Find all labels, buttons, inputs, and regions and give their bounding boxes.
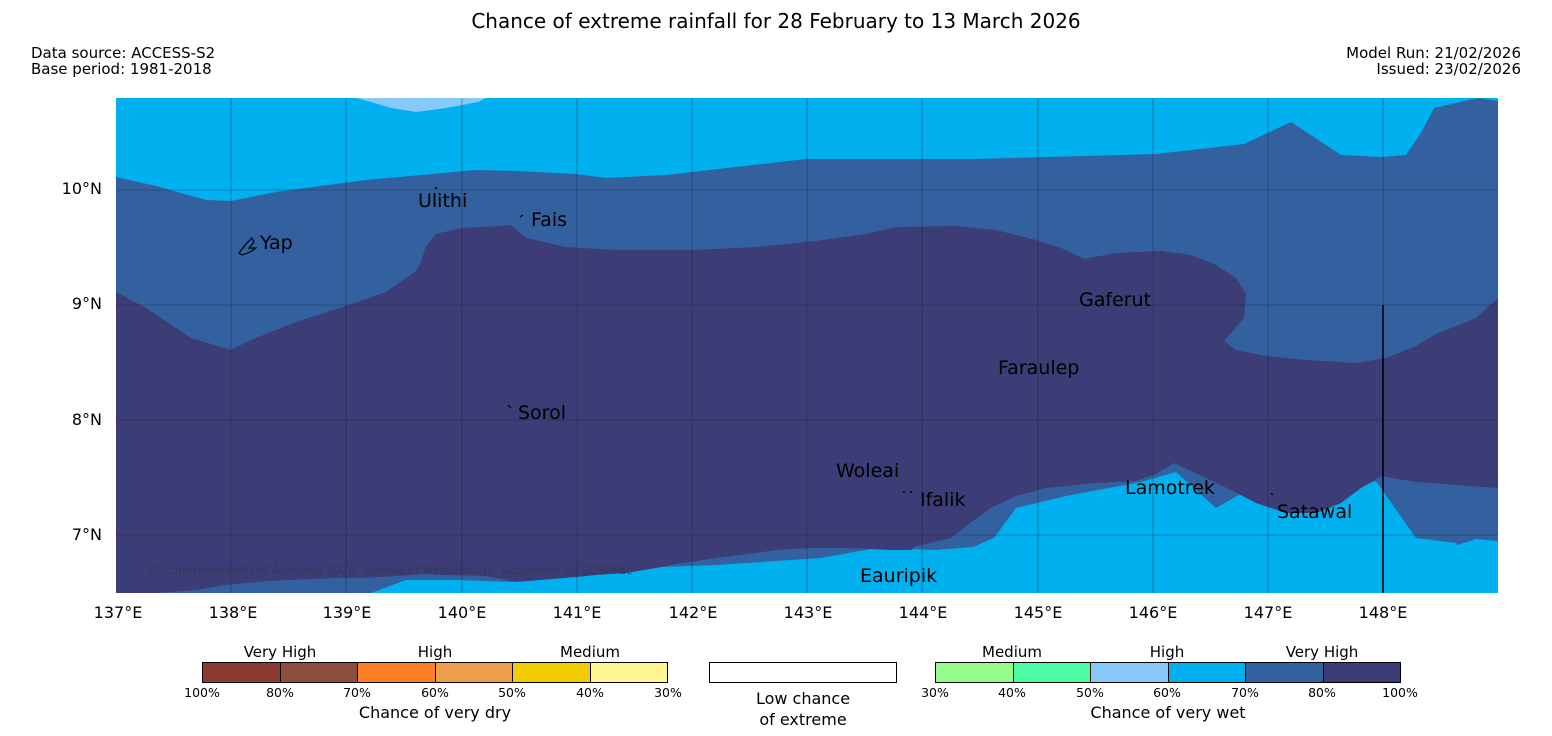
place-label-gaferut: Gaferut xyxy=(1079,289,1152,311)
dry-group-very-high: Very High xyxy=(243,643,317,661)
model-run: Model Run: 21/02/2026 xyxy=(1346,44,1521,62)
wet-tick: 80% xyxy=(1308,685,1336,700)
wet-swatch-3 xyxy=(1168,663,1246,682)
neutral-line2: of extreme xyxy=(759,710,847,729)
place-label-ulithi: Ulithi xyxy=(418,190,468,212)
wet-colorbar xyxy=(935,662,1401,683)
lon-label-147e: 147°E xyxy=(1243,603,1293,622)
dry-tick: 40% xyxy=(576,685,604,700)
issued-date: Issued: 23/02/2026 xyxy=(1376,60,1521,78)
place-label-ifalik: Ifalik xyxy=(920,489,966,511)
dry-tick: 80% xyxy=(266,685,294,700)
yap-island-shape xyxy=(238,236,258,256)
woleai-island-shape xyxy=(903,491,905,493)
wet-tick: 30% xyxy=(921,685,949,700)
place-label-sorol: Sorol xyxy=(518,402,566,424)
meta-right: Model Run: 21/02/2026 Issued: 23/02/2026 xyxy=(1346,45,1521,77)
dry-group-high: High xyxy=(417,643,453,661)
dry-swatch-4 xyxy=(513,663,591,682)
map-title: Chance of extreme rainfall for 28 Februa… xyxy=(471,9,1081,33)
dry-tick: 50% xyxy=(498,685,526,700)
place-label-fais: Fais xyxy=(531,209,568,231)
place-label-faraulep: Faraulep xyxy=(998,357,1080,379)
place-label-yap: Yap xyxy=(260,232,293,254)
dry-swatch-3 xyxy=(435,663,513,682)
place-label-satawal: Satawal xyxy=(1277,501,1353,523)
dry-swatch-1 xyxy=(280,663,358,682)
wet-tick: 50% xyxy=(1076,685,1104,700)
lat-label-9n: 9°N xyxy=(71,294,102,313)
lat-label-8n: 8°N xyxy=(71,410,102,429)
dry-tick: 100% xyxy=(184,685,220,700)
wet-group-very-high: Very High xyxy=(1285,643,1359,661)
neutral-swatch xyxy=(709,662,897,683)
ifalik-island-shape xyxy=(910,491,912,493)
wet-swatch-2 xyxy=(1091,663,1169,682)
wet-group-medium: Medium xyxy=(982,643,1042,661)
graticule xyxy=(116,98,1498,593)
wet-swatch-1 xyxy=(1013,663,1091,682)
region-wet-60-70-south xyxy=(1036,536,1498,593)
lon-label-145e: 145°E xyxy=(1013,603,1063,622)
dry-group-medium: Medium xyxy=(560,643,620,661)
dry-swatch-5 xyxy=(590,663,667,682)
wet-swatch-4 xyxy=(1246,663,1324,682)
lon-label-139e: 139°E xyxy=(322,603,372,622)
meta-left: Data source: ACCESS-S2 Base period: 1981… xyxy=(31,45,215,77)
dry-tick: 60% xyxy=(421,685,449,700)
dry-tick: 70% xyxy=(343,685,371,700)
wet-swatch-5 xyxy=(1323,663,1400,682)
wet-tick: 70% xyxy=(1231,685,1259,700)
lat-label-10n: 10°N xyxy=(61,179,102,198)
dry-colorbar xyxy=(202,662,668,683)
lon-label-137e: 137°E xyxy=(93,603,143,622)
neutral-legend-label: Low chance of extreme xyxy=(703,688,903,730)
rainfall-map xyxy=(116,98,1498,593)
neutral-line1: Low chance xyxy=(755,689,851,708)
fais-island-shape xyxy=(519,214,524,218)
place-label-woleai: Woleai xyxy=(836,460,900,482)
data-source: Data source: ACCESS-S2 xyxy=(31,44,216,62)
dry-tick: 30% xyxy=(654,685,682,700)
lon-label-141e: 141°E xyxy=(552,603,602,622)
lat-label-7n: 7°N xyxy=(71,525,102,544)
sorol-island-shape xyxy=(507,404,512,409)
wet-tick: 40% xyxy=(998,685,1026,700)
dry-legend-title: Chance of very dry xyxy=(358,703,512,722)
wet-group-high: High xyxy=(1149,643,1185,661)
dry-swatch-0 xyxy=(203,663,281,682)
lon-label-142e: 142°E xyxy=(668,603,718,622)
lon-label-148e: 148°E xyxy=(1358,603,1408,622)
wet-legend-title: Chance of very wet xyxy=(1090,703,1246,722)
place-label-eauripik: Eauripik xyxy=(860,565,938,587)
lon-label-144e: 144°E xyxy=(898,603,948,622)
region-wet-50-60 xyxy=(356,98,486,112)
lon-label-143e: 143°E xyxy=(783,603,833,622)
satawal-island-shape xyxy=(1270,492,1274,496)
dry-swatch-2 xyxy=(358,663,436,682)
copyright-notice: © Commonwealth of Australia 2026, Bureau… xyxy=(148,563,633,577)
place-label-lamotrek: Lamotrek xyxy=(1125,477,1215,499)
wet-tick: 100% xyxy=(1382,685,1418,700)
wet-swatch-0 xyxy=(936,663,1014,682)
lon-label-138e: 138°E xyxy=(208,603,258,622)
base-period: Base period: 1981-2018 xyxy=(31,60,212,78)
lon-label-146e: 146°E xyxy=(1128,603,1178,622)
ulithi-island-shape xyxy=(435,187,437,189)
neutral-swatch-fill xyxy=(710,663,896,682)
wet-tick: 60% xyxy=(1153,685,1181,700)
lon-label-140e: 140°E xyxy=(437,603,487,622)
